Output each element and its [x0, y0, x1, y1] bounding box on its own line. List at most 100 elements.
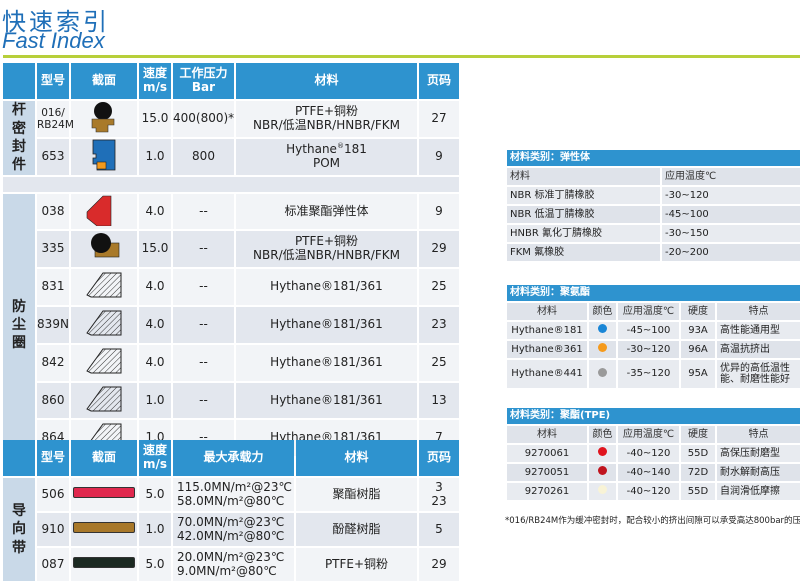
material-cell: FKM 氟橡胶 — [507, 244, 660, 261]
text: 335 — [41, 241, 65, 256]
header-speed: 速度 m/s — [139, 63, 171, 99]
text: -- — [199, 203, 208, 218]
cross-section-icon — [71, 231, 137, 268]
text: -45~100 — [626, 324, 671, 336]
column-header: 特点 — [717, 426, 800, 443]
cross-section-icon — [71, 138, 137, 175]
table-row: Hythane®441 -35~120 95A 优异的高低温性能、耐磨性能好 — [507, 360, 800, 388]
page-cell: 27 — [419, 101, 459, 137]
color-swatch — [598, 367, 607, 377]
pressure-cell: 400(800)* — [173, 101, 234, 137]
speed-cell: 1.0 — [139, 513, 171, 546]
text: 7 — [435, 430, 443, 445]
hardness-cell: 96A — [681, 341, 715, 358]
table-caption: 材料类别：弹性体 — [507, 150, 800, 166]
text: 15.0 — [141, 111, 169, 125]
text: -35~120 — [626, 368, 671, 380]
text: 42.0MN/m²@80℃ — [177, 528, 285, 543]
text: -40~120 — [626, 447, 671, 459]
text: 25 — [431, 354, 447, 369]
header-pressure: 工作压力 Bar — [173, 63, 234, 99]
table-row: NBR 标准丁腈橡胶 -30~120 — [507, 187, 800, 204]
temperature-cell: -30~150 — [662, 225, 800, 242]
text: 高温抗挤出 — [720, 343, 770, 355]
hardness-cell: 55D — [681, 483, 715, 500]
text: POM — [312, 156, 341, 171]
model-cell: 839N — [37, 306, 69, 343]
text: 15.0 — [141, 241, 169, 256]
table-row: 335 15.0 -- PTFE+铜粉 NBR/低温NBR/HNBR/FKM 29 — [3, 231, 459, 268]
text: Hythane®181 — [511, 324, 583, 336]
temperature-cell: -45~100 — [662, 206, 800, 223]
table-row: 杆密封件 016/RB24M 15.0 400(800)* PTFE+铜粉 NBR/低温N… — [3, 101, 459, 175]
color-swatch — [598, 447, 607, 457]
pressure-cell: -- — [173, 382, 234, 419]
header-material: 材料 — [296, 440, 417, 476]
table-row: 831 4.0 -- Hythane®181/361 25 — [3, 269, 459, 305]
text: -30~120 — [665, 189, 709, 201]
material-cell: Hythane®181/361 — [236, 344, 417, 381]
model-cell: 087 — [37, 548, 69, 581]
table-row: Hythane®361 -30~120 96A 高温抗挤出 — [507, 341, 800, 358]
table-row: 9270061 -40~120 55D 高保压耐磨型 — [507, 445, 800, 462]
cross-section-icon — [71, 513, 137, 546]
text: FKM 氟橡胶 — [510, 246, 565, 258]
speed-cell: 4.0 — [139, 193, 171, 230]
text: -40~140 — [626, 466, 671, 478]
text: NBR 标准丁腈橡胶 — [510, 189, 595, 201]
text: 23 — [431, 316, 447, 331]
text: Hythane®441 — [511, 368, 583, 380]
text: NBR/低温NBR/HNBR/FKM — [253, 117, 400, 132]
material-cell: NBR 标准丁腈橡胶 — [507, 187, 660, 204]
table-caption: 材料类别：聚氨酯 — [507, 285, 800, 301]
polyurethane-table: 材料类别：聚氨酯 材料 颜色 应用温度℃ 硬度 特点 Hythane®181 -45~100 9… — [505, 283, 800, 390]
speed-cell: 1.0 — [139, 382, 171, 419]
elastomer-table: 材料类别：弹性体 材料 应用温度℃ NBR 标准丁腈橡胶 -30~120 NBR 低温丁腈… — [505, 148, 800, 263]
text: 9270261 — [524, 485, 570, 497]
text: 5.0 — [145, 556, 165, 571]
text: Hythane®181/361 — [270, 392, 383, 407]
text: -45~100 — [665, 208, 709, 220]
text: 硬度 — [688, 428, 708, 440]
load-cell: 115.0MN/m²@23℃ 58.0MN/m²@80℃ — [173, 478, 294, 511]
text: 9.0MN/m²@80℃ — [177, 563, 277, 578]
column-header: 应用温度℃ — [618, 303, 679, 320]
text: 95A — [688, 368, 708, 380]
text: 25 — [431, 279, 447, 294]
text: -30~150 — [665, 227, 709, 239]
hardness-cell: 95A — [681, 360, 715, 388]
color-cell — [589, 445, 616, 462]
material-cell: Hythane®441 — [507, 360, 587, 388]
hardness-cell: 93A — [681, 322, 715, 339]
text: Hythane®181/361 — [270, 316, 383, 331]
page-cell: 13 — [419, 382, 459, 419]
temperature-cell: -40~140 — [618, 464, 679, 481]
material-cell: 9270261 — [507, 483, 587, 500]
text: 颜色 — [592, 428, 613, 440]
page-cell: 23 — [419, 306, 459, 343]
page-cell: 9 — [419, 193, 459, 230]
column-header: 颜色 — [589, 426, 616, 443]
text: -40~120 — [626, 485, 671, 497]
separator — [3, 176, 459, 192]
table-row: HNBR 氰化丁腈橡胶 -30~150 — [507, 225, 800, 242]
text: Hythane®181/361 — [270, 279, 383, 294]
text: 硬度 — [688, 305, 708, 317]
cross-section-icon — [71, 193, 137, 230]
text: 应用温度℃ — [622, 305, 675, 317]
text: 910 — [41, 521, 65, 536]
speed-cell: 15.0 — [139, 101, 171, 137]
text: 应用温度℃ — [622, 428, 675, 440]
text: 高保压耐磨型 — [720, 447, 780, 459]
footnote: *016/RB24M作为缓冲密封时，配合较小的挤出间隙可以承受高达800bar的… — [505, 516, 800, 526]
page-subtitle: Fast Index — [2, 28, 105, 53]
feature-cell: 优异的高低温性能、耐磨性能好 — [717, 360, 800, 388]
guide-strip-icon — [73, 522, 135, 534]
text: PTFE+铜粉 — [324, 556, 389, 571]
model-cell: 506 — [37, 478, 69, 511]
pressure-cell: -- — [173, 193, 234, 230]
model-cell: 016/RB24M — [37, 101, 74, 137]
material-cell: HNBR 氰化丁腈橡胶 — [507, 225, 660, 242]
color-swatch — [598, 324, 607, 334]
cross-section-icon — [71, 269, 137, 305]
